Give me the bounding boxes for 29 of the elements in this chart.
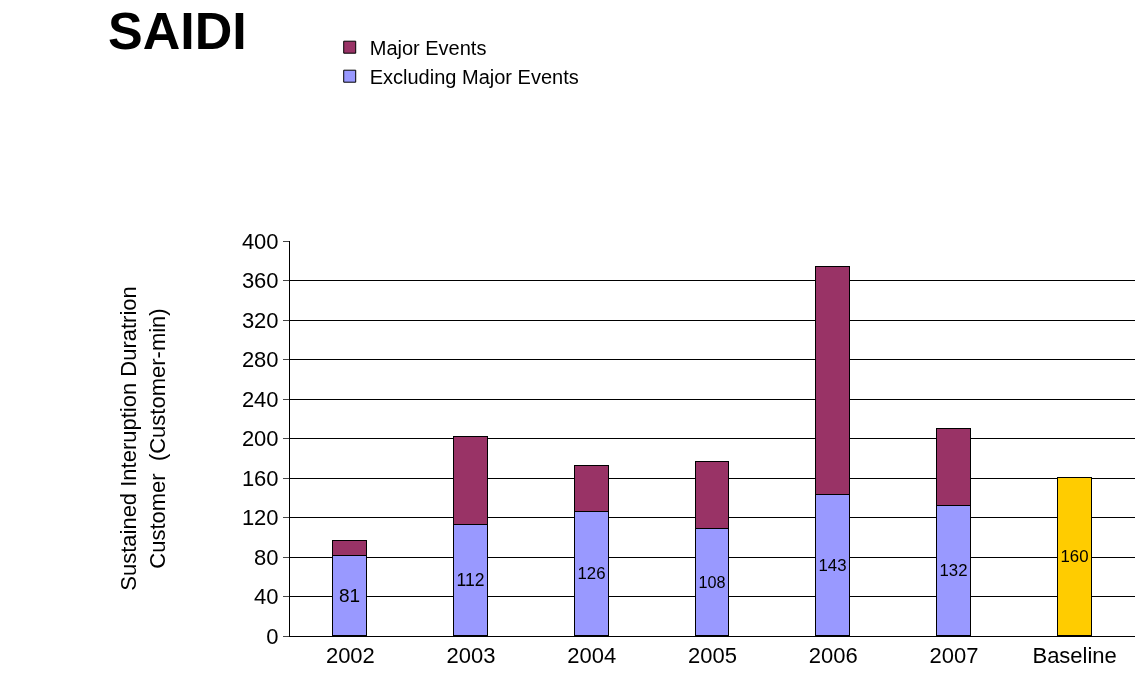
y-tick-label: 0 — [266, 623, 279, 649]
y-tick-label: 200 — [241, 426, 279, 452]
x-tick-label: 2006 — [808, 643, 858, 669]
y-tick-label: 160 — [241, 465, 279, 491]
chart-title: SAIDI — [108, 2, 247, 61]
x-tick-label: 2007 — [929, 643, 979, 669]
x-tick-label: Baseline — [1032, 643, 1117, 669]
y-tick-label: 320 — [241, 307, 279, 333]
y-tick-label: 40 — [254, 584, 279, 610]
data-label: 81 — [338, 585, 361, 606]
data-label: 108 — [698, 572, 726, 591]
y-tick-label: 400 — [241, 228, 279, 254]
y-tick-label: 360 — [241, 268, 279, 294]
data-label: 126 — [577, 564, 606, 584]
legend-label: Major Events — [369, 37, 487, 59]
y-tick-label: 240 — [241, 386, 279, 412]
data-label: 112 — [456, 570, 485, 591]
x-tick-label: 2002 — [325, 643, 375, 669]
data-label: 132 — [939, 561, 968, 581]
y-tick-label: 120 — [241, 505, 279, 531]
x-tick-label: 2004 — [567, 643, 617, 669]
data-label: 143 — [818, 555, 847, 575]
y-axis-title: Sustained Interuption Duratrion Customer (Customer-min) — [116, 286, 170, 591]
data-label: 160 — [1060, 547, 1089, 567]
legend-label: Excluding Major Events — [369, 66, 579, 88]
y-tick-label: 280 — [241, 347, 279, 373]
x-tick-label: 2003 — [446, 643, 496, 669]
y-tick-label: 80 — [254, 544, 279, 570]
x-tick-label: 2005 — [688, 643, 737, 669]
